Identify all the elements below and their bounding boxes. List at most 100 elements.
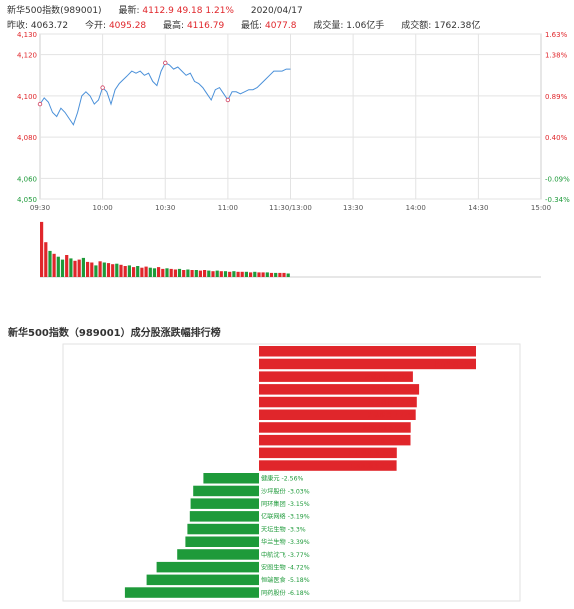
volume-bar [136,266,140,277]
ranking-bar-label: 中航沈飞 -3.77% [261,551,310,559]
volume-bar [48,250,52,277]
volume-bar [244,271,248,277]
price-x-tick: 14:30 [468,204,488,212]
price-pct-tick: -0.09% [545,175,570,183]
latest-quote: 最新: 4112.9 49.18 1.21% [118,6,234,16]
ranking-bar-label: 健康元 -2.56% [261,475,304,483]
volume-bar [40,221,44,277]
price-y-tick: 4,100 [17,93,37,101]
price-marker [163,60,168,66]
volume-bar [274,272,278,277]
high-value: 4116.79 [186,21,225,31]
amount: 成交额: 1762.38亿 [401,21,480,31]
price-y-tick: 4,120 [17,52,37,60]
ranking-bar-label: 兆易创新 6.35% [348,449,394,457]
volume-bar [249,272,253,277]
ranking-bar-label: 亿联网络 -3.19% [261,513,310,521]
ranking-bar [156,561,259,573]
ranking-bar-label: 北方华强 10% [434,360,475,368]
quote-date: 2020/04/17 [250,6,303,16]
low: 最低: 4077.8 [241,21,296,31]
ranking-chart-frame [62,343,521,602]
volume-bar [282,272,286,277]
volume-bar [140,267,144,277]
volume-bar [119,264,123,277]
volume-bar [269,272,274,277]
volume-bar [65,255,69,277]
volume-bar [56,256,60,277]
volume-bar [186,269,190,277]
volume-bar [90,262,94,277]
price-pct-tick: 0.40% [545,134,568,142]
ranking-bar [259,396,417,408]
ranking-bar [124,587,260,598]
latest-value: 4112.9 [142,6,174,16]
volume-bar [165,268,169,277]
ranking-bar-label: 同药股份 -6.18% [261,589,310,597]
ranking-bar [259,434,411,446]
volume-bar [169,268,173,277]
volume-bar [207,270,211,277]
volume-bar [261,272,265,277]
volume-bar [240,271,244,277]
amount-label: 成交额: [401,21,432,31]
ranking-bar [190,498,259,509]
volume-bar [86,261,90,277]
prev-close: 昨收: 4063.72 [7,21,68,31]
volume-bar [102,262,106,277]
price-x-tick: 10:30 [155,204,175,212]
ranking-bar [259,460,397,471]
ranking-bar [259,447,397,459]
ranking-bar [259,384,420,395]
volume-bar [278,272,282,277]
ranking-bar [185,536,259,547]
volume-bar [253,271,257,277]
ranking-bar-label: 天坛生物 -3.3% [261,525,306,533]
high: 最高: 4116.79 [163,21,224,31]
volume-label: 成交量: [313,21,344,31]
ranking-bar [259,346,476,357]
low-label: 最低: [241,21,263,31]
ranking-bar [259,358,476,370]
ranking-title: 新华500指数（989001）成分股涨跌幅排行榜 [8,328,221,339]
volume-bar [144,266,148,277]
price-x-tick: 11:00 [218,204,238,212]
quote-header-row-2: 昨收: 4063.72 今开: 4095.28 最高: 4116.79 最低: … [7,18,494,31]
ranking-bar [259,371,413,382]
ranking-bar [177,549,259,560]
price-marker [225,97,231,103]
volume-bar [265,272,269,277]
open-label: 今开: [85,21,107,31]
ranking-bar [189,511,259,522]
volume-bar [236,271,240,277]
price-pct-tick: 1.38% [545,52,568,60]
volume-bar [203,270,207,277]
volume-bar [223,271,228,277]
volume-bar [98,261,102,277]
volume-bar [81,257,85,277]
price-pct-tick: -0.34% [545,196,570,204]
volume-bar [219,271,223,277]
ranking-bar-label: 置泰科技 7.27% [368,398,414,406]
ranking-bar [259,409,416,420]
ranking-bar [193,485,259,497]
volume-value: 1.06亿手 [346,21,385,31]
volume-bar [52,253,56,277]
price-y-tick: 4,050 [17,196,37,204]
quote-header-row-1: 新华500指数(989001) 最新: 4112.9 49.18 1.21% 2… [7,3,317,16]
volume-bar [215,270,219,277]
volume-bar [148,267,152,277]
volume-bar [190,270,194,277]
price-y-tick: 4,060 [17,175,37,183]
volume-bar [111,264,115,277]
latest-label: 最新: [118,6,140,16]
volume-bar [198,270,202,277]
change-pct: 1.21% [205,6,234,16]
price-y-tick: 4,130 [17,31,37,39]
ranking-bar [259,422,411,433]
change-value: 49.18 [176,6,203,16]
ranking-bar-label: 深南股 6.98% [368,437,408,445]
volume: 成交量: 1.06亿手 [313,21,384,31]
volume-bar [106,263,111,277]
